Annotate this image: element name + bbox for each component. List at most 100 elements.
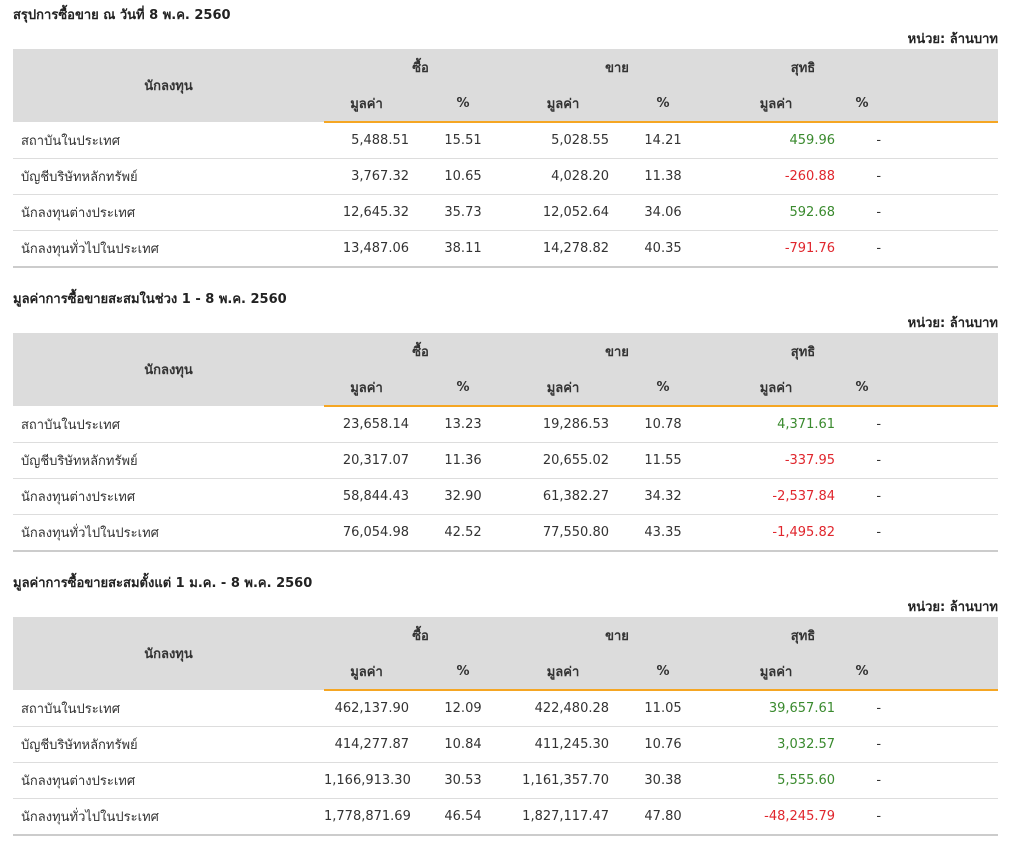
investor-name: บัญชีบริษัทหลักทรัพย์ bbox=[13, 726, 324, 763]
net-value: -48,245.79 bbox=[717, 798, 836, 836]
trading-table: นักลงทุน ซื้อ ขาย สุทธิ มูลค่า% มูลค่า% มูลค่า… bbox=[13, 49, 999, 268]
sell-value: 61,382.27 bbox=[517, 478, 610, 515]
net-pct: - bbox=[835, 478, 890, 515]
sell-value: 5,028.55 bbox=[517, 122, 610, 159]
net-value: -260.88 bbox=[717, 158, 836, 195]
section-title: มูลค่าการซื้อขายสะสมในช่วง 1 - 8 พ.ค. 25… bbox=[13, 292, 287, 307]
table-row: สถาบันในประเทศ 23,658.14 13.23 19,286.53 10.… bbox=[13, 406, 999, 443]
section-title: สรุปการซื้อขาย ณ วันที่ 8 พ.ค. 2560 bbox=[13, 8, 231, 23]
sell-value: 1,827,117.47 bbox=[517, 798, 610, 836]
net-pct: - bbox=[835, 690, 890, 727]
subheader-spacer bbox=[889, 369, 999, 407]
investor-name: สถาบันในประเทศ bbox=[13, 406, 324, 443]
buy-value: 58,844.43 bbox=[324, 478, 409, 515]
buy-value: 13,487.06 bbox=[324, 230, 409, 268]
table-row: นักลงทุนต่างประเทศ 12,645.32 35.73 12,052.6… bbox=[13, 194, 999, 231]
table-row: สถาบันในประเทศ 5,488.51 15.51 5,028.55 14.21… bbox=[13, 122, 999, 159]
row-spacer bbox=[889, 230, 999, 268]
buy-pct: 12.09 bbox=[409, 690, 518, 727]
net-value: 3,032.57 bbox=[717, 726, 836, 763]
buy-pct: 10.84 bbox=[409, 726, 518, 763]
buy-pct: 46.54 bbox=[409, 798, 518, 836]
section-title: มูลค่าการซื้อขายสะสมตั้งแต่ 1 ม.ค. - 8 พ… bbox=[13, 576, 313, 591]
buy-value: 3,767.32 bbox=[324, 158, 409, 195]
sell-value-subheader: มูลค่า bbox=[517, 369, 610, 407]
sell-pct: 10.78 bbox=[609, 406, 718, 443]
sell-pct: 34.32 bbox=[609, 478, 718, 515]
investor-name: นักลงทุนทั่วไปในประเทศ bbox=[13, 514, 324, 552]
buy-value: 462,137.90 bbox=[324, 690, 409, 727]
subheader-spacer bbox=[889, 653, 999, 691]
buy-value: 1,166,913.30 bbox=[324, 762, 411, 799]
header-spacer bbox=[889, 333, 999, 369]
table-row: นักลงทุนทั่วไปในประเทศ 76,054.98 42.52 77,5… bbox=[13, 514, 999, 552]
net-pct: - bbox=[835, 726, 890, 763]
buy-value: 20,317.07 bbox=[324, 442, 409, 479]
net-value: 459.96 bbox=[717, 122, 836, 159]
buy-value: 12,645.32 bbox=[324, 194, 409, 231]
investor-name: นักลงทุนต่างประเทศ bbox=[13, 762, 324, 799]
net-pct-subheader: % bbox=[835, 653, 890, 691]
buy-value: 414,277.87 bbox=[324, 726, 409, 763]
table-row: นักลงทุนทั่วไปในประเทศ 13,487.06 38.11 14,2… bbox=[13, 230, 999, 268]
net-pct: - bbox=[835, 798, 890, 836]
net-value: 4,371.61 bbox=[717, 406, 836, 443]
row-spacer bbox=[889, 726, 999, 763]
sell-pct: 10.76 bbox=[609, 726, 718, 763]
sell-column-header: ขาย bbox=[517, 49, 718, 85]
net-pct: - bbox=[835, 514, 890, 552]
buy-value: 76,054.98 bbox=[324, 514, 409, 552]
buy-pct: 32.90 bbox=[409, 478, 518, 515]
net-value: -791.76 bbox=[717, 230, 836, 268]
net-pct: - bbox=[835, 406, 890, 443]
net-value: 39,657.61 bbox=[717, 690, 836, 727]
buy-value: 23,658.14 bbox=[324, 406, 409, 443]
sell-pct: 47.80 bbox=[609, 798, 718, 836]
trading-table: นักลงทุน ซื้อ ขาย สุทธิ มูลค่า% มูลค่า% มูลค่า… bbox=[13, 617, 999, 836]
investor-name: สถาบันในประเทศ bbox=[13, 122, 324, 159]
sell-value: 20,655.02 bbox=[517, 442, 610, 479]
buy-pct: 15.51 bbox=[409, 122, 518, 159]
sell-value: 422,480.28 bbox=[517, 690, 610, 727]
investor-column-header: นักลงทุน bbox=[13, 333, 324, 406]
buy-column-header: ซื้อ bbox=[324, 617, 518, 653]
sell-pct: 40.35 bbox=[609, 230, 718, 268]
row-spacer bbox=[889, 158, 999, 195]
buy-column-header: ซื้อ bbox=[324, 49, 518, 85]
investor-column-header: นักลงทุน bbox=[13, 49, 324, 122]
table-row: สถาบันในประเทศ 462,137.90 12.09 422,480.28 1… bbox=[13, 690, 999, 727]
header-spacer bbox=[889, 617, 999, 653]
table-row: บัญชีบริษัทหลักทรัพย์ 20,317.07 11.36 20,65… bbox=[13, 442, 999, 479]
unit-label: หน่วย: ล้านบาท bbox=[907, 316, 998, 331]
net-value-subheader: มูลค่า bbox=[717, 653, 836, 691]
table-row: บัญชีบริษัทหลักทรัพย์ 3,767.32 10.65 4,028.… bbox=[13, 158, 999, 195]
buy-pct: 38.11 bbox=[409, 230, 518, 268]
net-pct: - bbox=[835, 762, 890, 799]
net-value: 5,555.60 bbox=[717, 762, 836, 799]
net-value: -337.95 bbox=[717, 442, 836, 479]
net-pct: - bbox=[835, 230, 890, 268]
sell-pct: 30.38 bbox=[609, 762, 718, 799]
row-spacer bbox=[889, 762, 999, 799]
net-column-header: สุทธิ bbox=[717, 617, 890, 653]
net-value: 592.68 bbox=[717, 194, 836, 231]
table-row: บัญชีบริษัทหลักทรัพย์ 414,277.87 10.84 411,… bbox=[13, 726, 999, 763]
unit-label: หน่วย: ล้านบาท bbox=[907, 32, 998, 47]
investor-name: นักลงทุนทั่วไปในประเทศ bbox=[13, 230, 324, 268]
unit-label: หน่วย: ล้านบาท bbox=[907, 600, 998, 615]
row-spacer bbox=[889, 406, 999, 443]
sell-value: 12,052.64 bbox=[517, 194, 610, 231]
trading-table: นักลงทุน ซื้อ ขาย สุทธิ มูลค่า% มูลค่า% มูลค่า… bbox=[13, 333, 999, 552]
buy-pct-subheader: % bbox=[409, 369, 518, 407]
buy-pct-subheader: % bbox=[409, 653, 518, 691]
sell-pct: 11.55 bbox=[609, 442, 718, 479]
buy-pct: 35.73 bbox=[409, 194, 518, 231]
net-pct-subheader: % bbox=[835, 369, 890, 407]
net-column-header: สุทธิ bbox=[717, 49, 890, 85]
net-pct-subheader: % bbox=[835, 85, 890, 123]
subheader-spacer bbox=[889, 85, 999, 123]
buy-value: 5,488.51 bbox=[324, 122, 409, 159]
buy-pct: 42.52 bbox=[409, 514, 518, 552]
buy-value-subheader: มูลค่า bbox=[324, 369, 409, 407]
sell-pct: 43.35 bbox=[609, 514, 718, 552]
